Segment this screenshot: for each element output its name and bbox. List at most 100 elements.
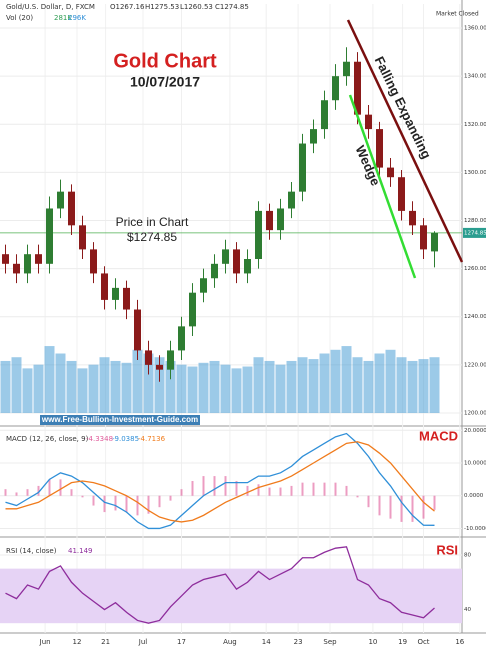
volume-bar [429,357,440,413]
candle-body [134,309,141,351]
volume-bar [220,364,231,413]
candle-body [211,263,218,279]
candle-body [156,364,163,370]
candle-body [90,249,97,274]
histogram-bar [125,495,128,513]
volume-bar [319,353,330,413]
indicator-line [5,432,435,530]
candle-body [420,225,427,250]
x-tick-label: 21 [101,638,110,646]
indicator-line [5,441,435,523]
volume-bar [55,353,66,413]
candle-body [354,61,361,115]
y-tick-label: 10.0000 [464,461,486,467]
histogram-bar [345,485,348,496]
volume-bar [22,368,33,413]
indicator-line [5,546,435,624]
annotation: $1274.85 [127,230,177,244]
candle-body [145,350,152,365]
rsi-name: RSI (14, close) [6,547,57,555]
macd-value: -9.0385 [112,435,139,443]
volume-bar [363,360,374,413]
x-tick-label: 23 [294,638,303,646]
candle-body [189,292,196,327]
candle-body [24,254,31,274]
candle-body [387,167,394,178]
volume-bar [275,364,286,413]
volume-bar [44,346,55,413]
histogram-bar [92,495,95,506]
candle-body [57,191,64,209]
volume-bar [231,368,242,413]
y-tick-label: 1220.00 [464,362,486,368]
volume-bar [407,360,418,413]
candle-body [343,61,350,77]
y-tick-label: 1280.00 [464,218,486,224]
rsi-value: 41.149 [68,547,93,555]
market-status: Market Closed [436,11,479,18]
candle-body [79,225,86,250]
x-tick-label: 17 [177,638,186,646]
candle-body [365,114,372,130]
y-tick-label: 20.0000 [464,428,486,434]
x-tick-label: Jun [39,638,51,646]
histogram-bar [389,495,392,519]
histogram-bar [147,495,150,514]
histogram-bar [400,495,403,522]
price-badge [463,227,486,238]
histogram-bar [312,482,315,496]
x-tick-label: Aug [223,638,237,646]
y-tick-label: 1200.00 [464,410,486,416]
ohlc-label: O1267.16 [110,3,145,11]
candle-body [123,287,130,310]
candle-body [310,129,317,144]
candle-body [233,249,240,274]
macd-name: MACD (12, 26, close, 9) [6,435,89,443]
volume-bar [308,359,319,413]
y-tick-label: 1340.00 [464,74,486,80]
watermark: www.Free-Bullion-Investment-Guide.com [41,415,198,424]
macd-value: -4.7136 [138,435,166,443]
watermark-bg [40,415,200,425]
histogram-bar [191,481,194,496]
y-tick-label: 1320.00 [464,122,486,128]
volume-bar [264,360,275,413]
subtitle: 10/07/2017 [130,74,200,90]
volume-bar [352,357,363,413]
resistance-line [346,19,464,263]
volume-bar [341,346,352,413]
volume-bar [11,357,22,413]
volume-bar [77,368,88,413]
x-tick-label: Jul [138,638,148,646]
histogram-bar [202,476,205,496]
candle-body [266,210,273,231]
volume-bar [297,357,308,413]
histogram-bar [378,495,381,516]
volume-bar [286,360,297,413]
histogram-bar [26,489,29,496]
candle-body [299,143,306,192]
histogram-bar [4,489,7,496]
histogram-bar [323,482,326,496]
histogram-bar [268,487,271,496]
candle-body [101,273,108,300]
y-tick-label: 40 [464,607,471,613]
volume-bar [330,349,341,413]
plot: Jun 12 21 Jul 17 Aug 14 23 Sep 10 19 Oct 16 1200.00 12… [0,4,486,646]
candle-body [178,326,185,351]
histogram-bar [301,482,304,496]
support-line [348,94,417,279]
y-tick-label: 0.0000 [464,493,484,499]
macd-value: -4.3348 [86,435,113,443]
x-tick-label: 10 [368,638,377,646]
histogram-bar [37,485,40,496]
histogram-bar [136,495,139,516]
volume-bar [187,366,198,413]
histogram-bar [433,495,436,510]
volume-bar [154,357,165,413]
histogram-bar [81,495,84,498]
histogram-bar [114,495,117,511]
volume-bar [418,359,429,413]
candle-body [167,350,174,370]
